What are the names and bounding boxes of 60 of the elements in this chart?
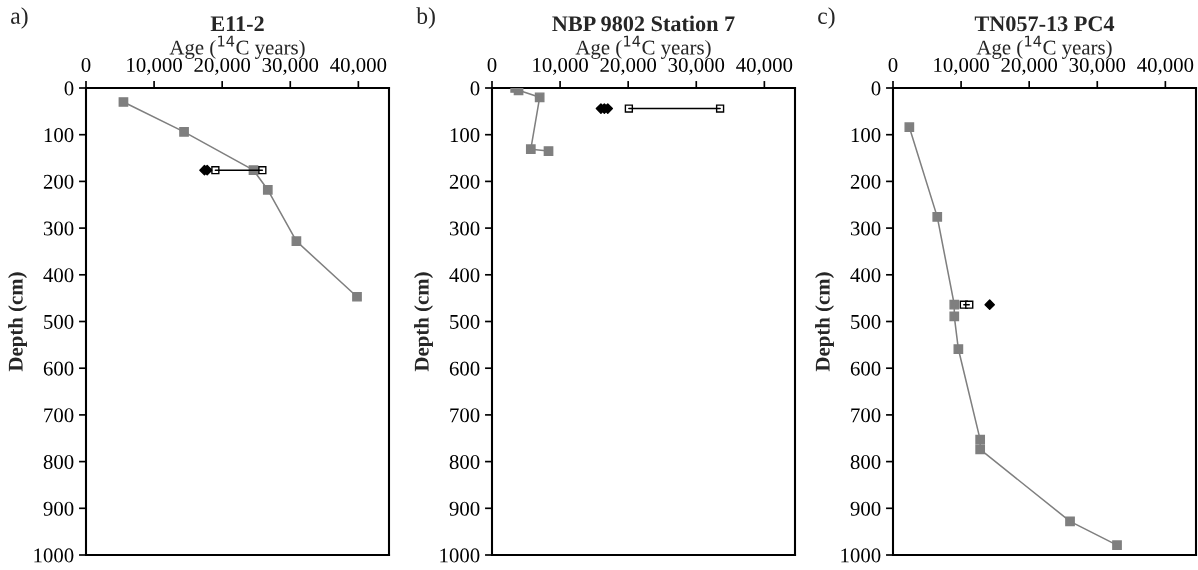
chart-title: NBP 9802 Station 7 [552,15,735,32]
x-tick-label: 20,000 [1001,57,1058,75]
x-tick-label: 10,000 [127,57,182,75]
y-tick-label: 1000 [440,548,480,563]
y-tick-label: 200 [850,174,881,189]
y-tick-label: 0 [470,81,480,96]
y-tick-label: 900 [43,501,74,516]
y-tick-label: 300 [850,221,881,236]
x-axis-title: Age ($^{14}$C years) [575,35,711,59]
x-tick-label: 30,000 [668,57,725,75]
y-axis-title: Depth (cm) [815,272,834,372]
y-tick-label: 500 [44,314,74,329]
y-tick-label: 100 [450,128,480,143]
y-tick-label: 100 [44,128,74,143]
text: c) [818,7,835,29]
y-tick-label: 200 [449,174,480,189]
y-tick-label: 600 [850,361,881,376]
y-tick-label: 900 [449,501,480,516]
y-axis-title: Depth (cm) [8,272,27,372]
x-tick-label: 20,000 [600,57,657,75]
y-tick-label: 300 [43,221,74,236]
x-tick-label: 20,000 [194,57,251,75]
y-tick-label: 500 [851,314,881,329]
y-tick-label: 1000 [34,548,74,563]
y-tick-label: 600 [449,361,480,376]
y-tick-label: 1000 [841,548,881,563]
y-tick-label: 200 [43,174,74,189]
y-tick-label: 0 [64,81,74,96]
x-tick-label: 0 [81,57,91,72]
y-tick-label: 400 [43,268,74,283]
x-tick-label: 40,000 [330,57,387,75]
chart-title: E11-2 [210,16,264,32]
y-tick-label: 700 [44,408,74,423]
x-tick-label: 0 [487,57,497,72]
y-tick-label: 800 [43,454,74,470]
x-tick-label: 30,000 [262,57,319,75]
y-tick-label: 600 [43,361,74,376]
x-tick-label: 30,000 [1069,57,1126,75]
y-tick-label: 400 [449,268,480,283]
y-tick-label: 0 [871,81,881,96]
text: a) [11,7,28,29]
chart-title: TN057-13 PC4 [974,16,1115,32]
y-tick-label: 700 [450,408,480,423]
x-axis-title: Age ($^{14}$C years) [169,35,305,59]
x-tick-label: 40,000 [736,57,793,75]
text: b) [416,7,435,29]
x-tick-label: 40,000 [1137,57,1194,75]
y-tick-label: 500 [450,314,480,329]
y-tick-label: 800 [449,454,480,470]
y-tick-label: 400 [850,268,881,283]
y-tick-label: 800 [850,454,881,470]
y-tick-label: 900 [850,501,881,516]
y-axis-title: Depth (cm) [414,272,433,372]
y-tick-label: 700 [851,408,881,423]
x-tick-label: 0 [888,57,898,72]
x-tick-label: 10,000 [533,57,588,75]
x-tick-label: 10,000 [934,57,989,75]
y-tick-label: 300 [449,221,480,236]
y-tick-label: 100 [851,128,881,143]
x-axis-title: Age ($^{14}$C years) [976,35,1112,59]
